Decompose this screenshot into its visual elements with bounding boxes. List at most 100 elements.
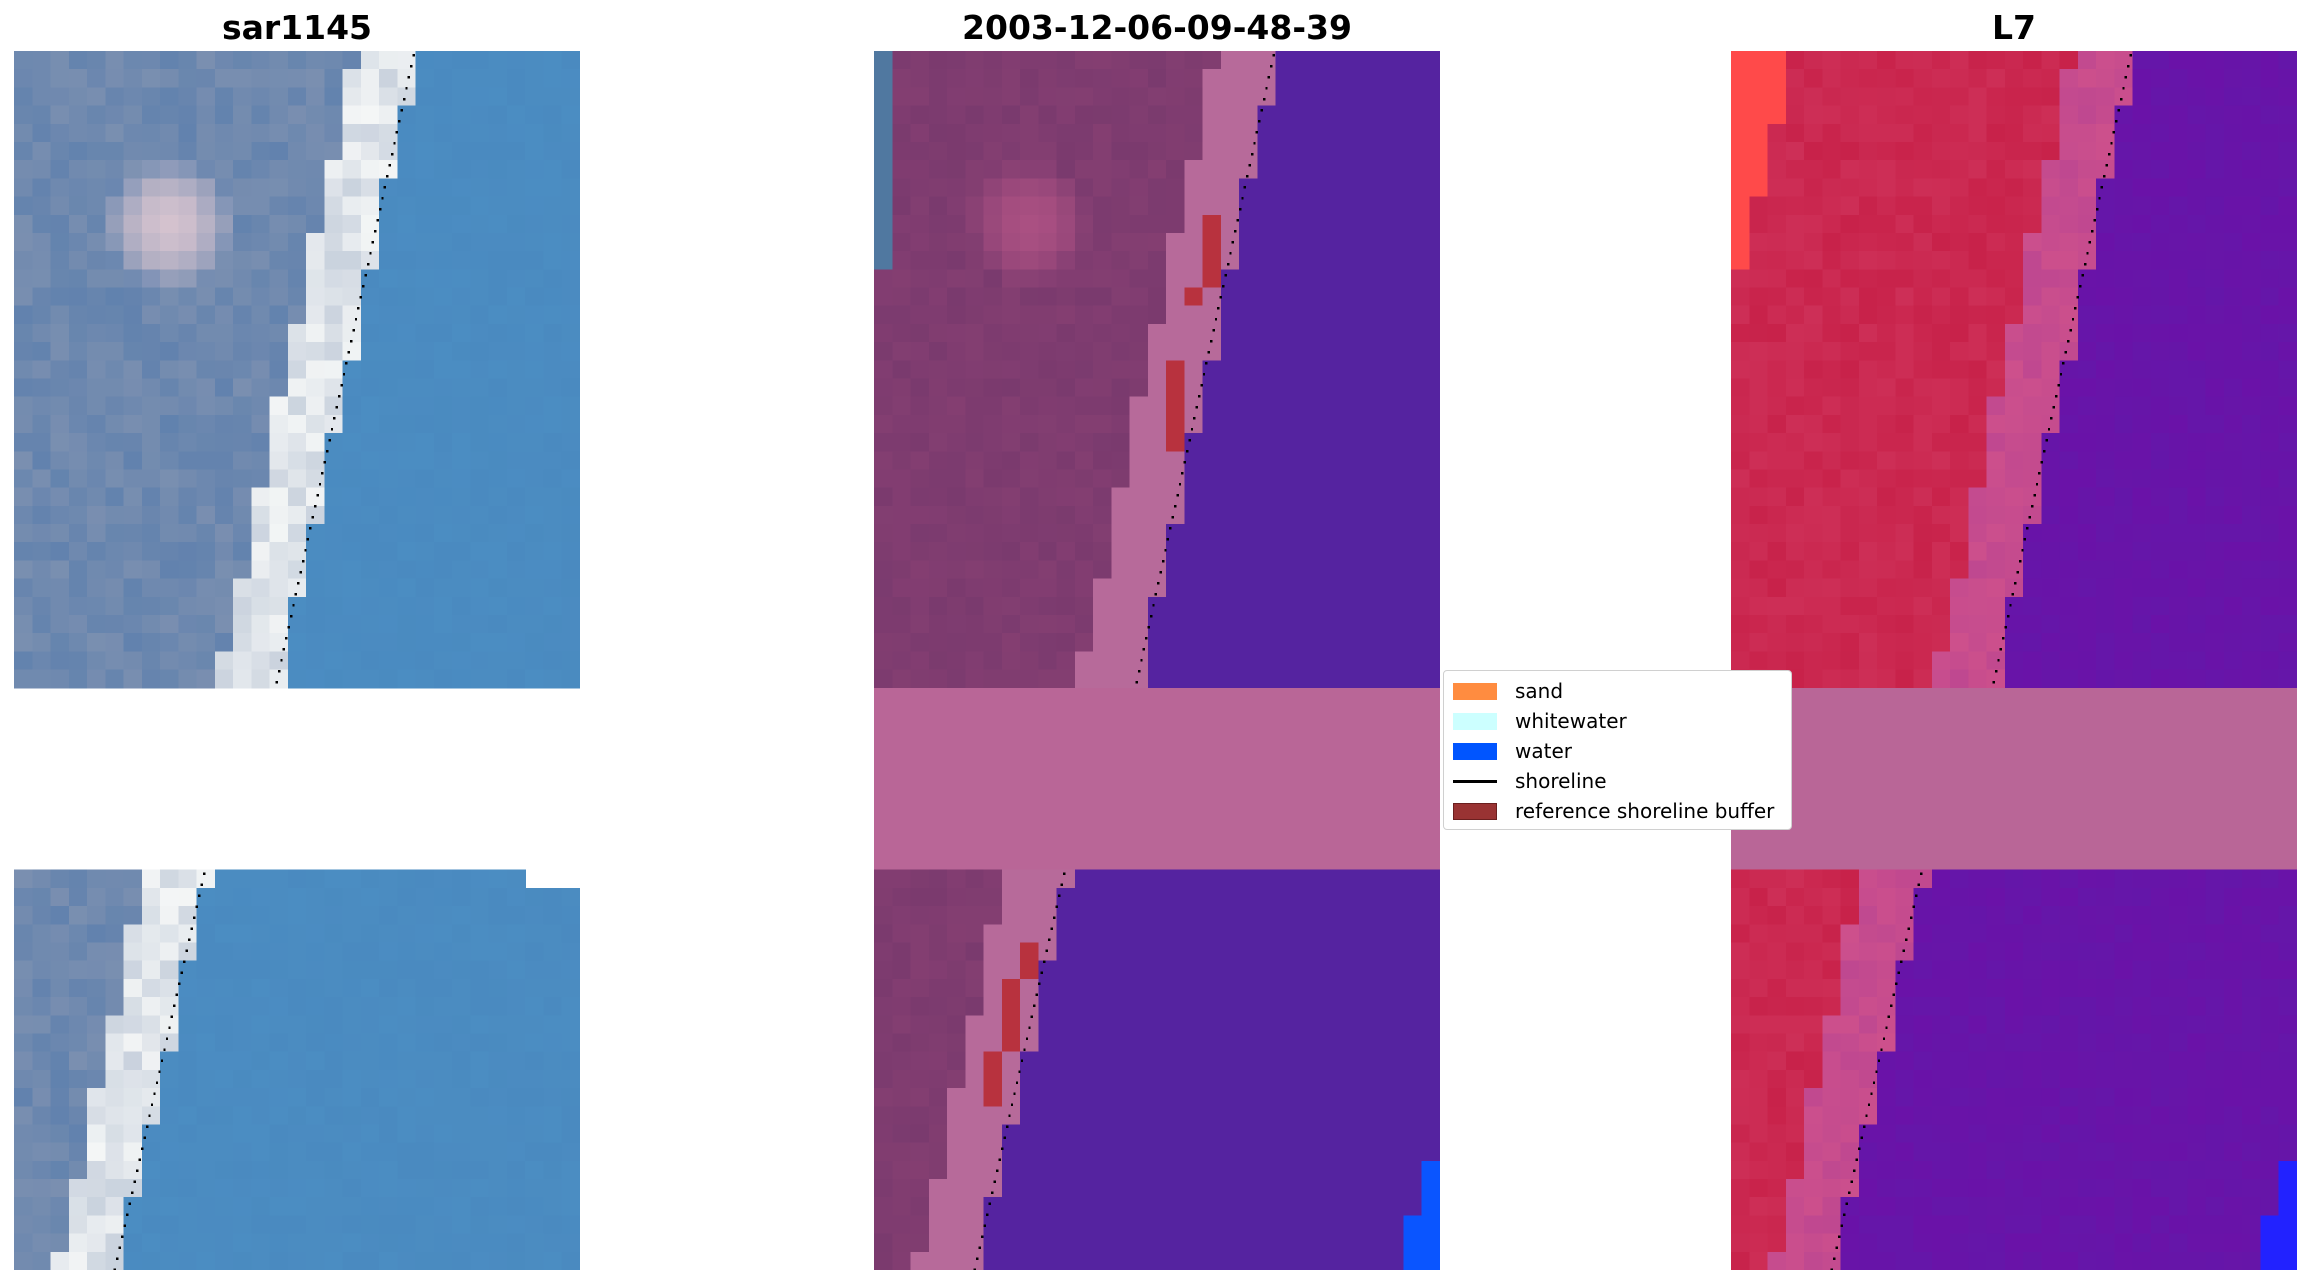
pixel — [160, 651, 179, 671]
pixel — [1147, 1197, 1167, 1217]
pixel — [910, 414, 930, 434]
pixel — [1968, 342, 1988, 361]
pixel — [1038, 269, 1058, 289]
pixel — [233, 1033, 252, 1053]
pixel — [1147, 232, 1167, 252]
pixel — [324, 1160, 344, 1180]
pixel — [1038, 833, 1058, 853]
pixel — [874, 305, 893, 325]
pixel — [1986, 305, 2006, 325]
pixel — [1785, 69, 1805, 88]
pixel — [379, 615, 399, 634]
pixel — [1385, 1160, 1405, 1180]
pixel — [1202, 724, 1222, 743]
pixel — [87, 1197, 106, 1217]
pixel — [196, 433, 216, 452]
pixel — [2041, 287, 2061, 307]
pixel — [1239, 1179, 1259, 1198]
pixel — [1421, 1088, 1440, 1107]
pixel — [178, 178, 198, 198]
pixel — [1220, 815, 1240, 834]
pixel — [1312, 724, 1332, 743]
pixel — [1950, 287, 1969, 307]
shoreline-dot — [280, 659, 283, 662]
pixel — [1403, 742, 1423, 762]
pixel — [1202, 796, 1222, 816]
shoreline-dot — [1205, 362, 1208, 365]
pixel — [1731, 360, 1750, 380]
pixel — [1986, 524, 2006, 543]
pixel — [561, 633, 580, 652]
pixel — [2187, 305, 2207, 325]
shoreline-dot — [121, 1235, 124, 1239]
pixel — [415, 323, 435, 343]
pixel — [1403, 305, 1423, 325]
pixel — [269, 978, 289, 998]
pixel — [1001, 1124, 1021, 1144]
pixel — [874, 596, 893, 616]
pixel — [1421, 1142, 1440, 1162]
pixel — [2114, 542, 2134, 562]
pixel — [269, 542, 289, 562]
pixel — [1931, 542, 1951, 562]
pixel — [1020, 1106, 1039, 1126]
pixel — [214, 196, 234, 216]
pixel — [892, 123, 912, 143]
pixel — [1056, 1033, 1076, 1053]
pixel — [525, 960, 545, 980]
pixel — [1421, 724, 1440, 743]
pixel — [178, 1051, 198, 1071]
pixel — [1968, 360, 1988, 380]
pixel — [1257, 232, 1277, 252]
pixel — [1840, 505, 1860, 525]
pixel — [1220, 833, 1240, 853]
pixel — [874, 633, 893, 652]
pixel — [1239, 651, 1259, 671]
pixel — [2223, 505, 2243, 525]
pixel — [1348, 542, 1368, 562]
pixel — [1275, 833, 1295, 853]
shoreline-dot — [998, 1158, 1001, 1162]
pixel — [1275, 196, 1295, 216]
pixel — [1147, 105, 1167, 125]
pixel — [269, 633, 289, 652]
pixel — [2096, 51, 2116, 70]
pixel — [1312, 451, 1332, 471]
pixel — [123, 414, 143, 434]
pixel — [123, 633, 143, 652]
pixel — [2096, 160, 2116, 179]
pixel — [2023, 414, 2042, 434]
pixel — [1111, 1088, 1131, 1107]
pixel — [452, 1069, 472, 1089]
pixel — [1895, 51, 1915, 70]
pixel — [397, 942, 417, 962]
pixel — [397, 997, 417, 1016]
pixel — [1056, 160, 1076, 179]
pixel — [1293, 505, 1313, 525]
pixel — [1986, 487, 2006, 507]
shoreline-dot — [1210, 340, 1213, 343]
pixel — [1257, 141, 1277, 161]
pixel — [123, 1088, 143, 1107]
pixel — [1804, 360, 1823, 380]
pixel — [214, 251, 234, 270]
pixel — [1366, 851, 1386, 871]
pixel — [360, 287, 380, 307]
pixel — [105, 924, 125, 944]
pixel — [1257, 251, 1277, 270]
pixel — [1093, 1233, 1112, 1253]
pixel — [1804, 123, 1823, 143]
pixel — [2242, 196, 2262, 216]
pixel — [14, 178, 33, 198]
pixel — [983, 214, 1003, 234]
pixel — [379, 141, 399, 161]
pixel — [160, 232, 179, 252]
pixel — [1001, 1015, 1021, 1035]
pixel — [1858, 123, 1878, 143]
pixel — [397, 451, 417, 471]
pixel — [1093, 396, 1112, 416]
pixel — [947, 342, 966, 361]
pixel — [965, 760, 985, 780]
pixel — [1749, 323, 1769, 343]
pixel — [32, 1033, 52, 1053]
